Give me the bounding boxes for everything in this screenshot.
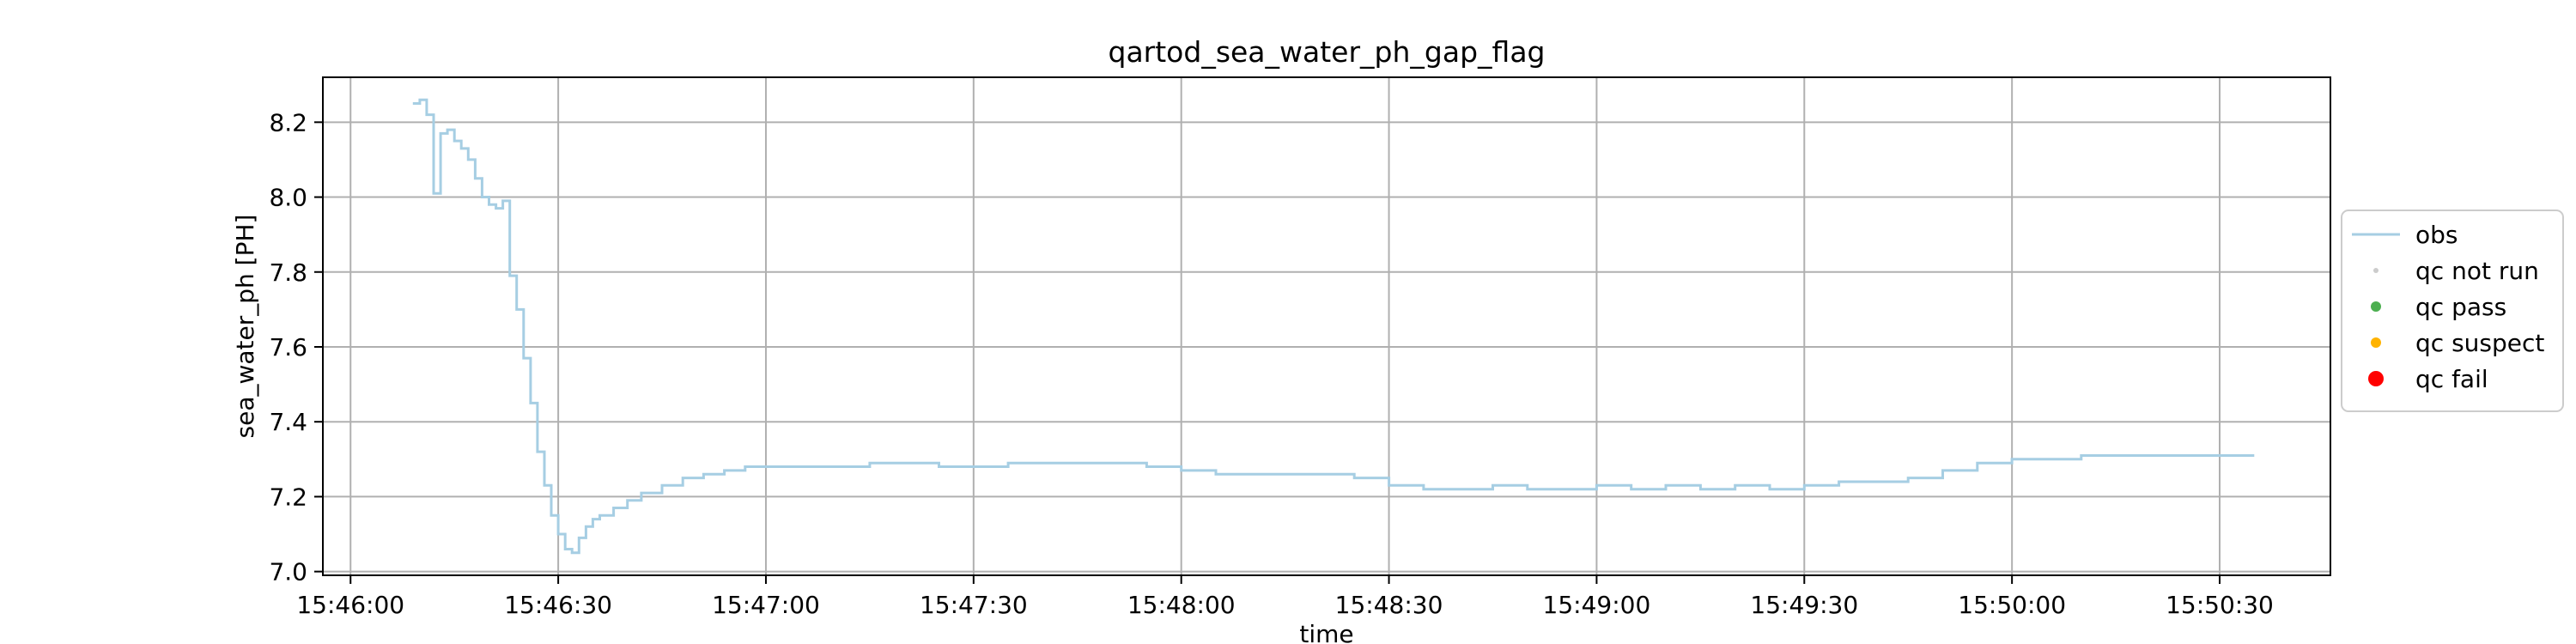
- x-tick-label: 15:47:00: [712, 591, 820, 619]
- grid-lines: [323, 77, 2330, 575]
- x-tick-label: 15:48:30: [1335, 591, 1443, 619]
- x-tick-label: 15:48:00: [1127, 591, 1236, 619]
- x-tick-label: 15:47:30: [920, 591, 1028, 619]
- y-tick-label: 7.8: [269, 258, 307, 287]
- y-tick-label: 8.2: [269, 108, 307, 137]
- x-tick-label: 15:50:30: [2166, 591, 2274, 619]
- chart-title: qartod_sea_water_ph_gap_flag: [1109, 35, 1546, 69]
- legend-swatch-dot: [2368, 371, 2384, 386]
- series-layer: [412, 98, 2255, 555]
- x-tick-label: 15:49:00: [1543, 591, 1651, 619]
- legend-label: qc pass: [2415, 293, 2506, 321]
- y-tick-label: 7.0: [269, 558, 307, 586]
- x-tick-label: 15:46:30: [504, 591, 612, 619]
- legend-label: qc fail: [2415, 365, 2488, 393]
- legend-swatch-dot: [2371, 301, 2381, 312]
- legend-swatch-dot: [2371, 337, 2381, 348]
- y-tick-label: 8.0: [269, 184, 307, 212]
- axis-ticks: 15:46:00 15:46:30 15:47:00 15:47:30 15:48:00…: [269, 108, 2273, 619]
- x-axis-title: time: [1299, 620, 1353, 644]
- y-tick-label: 7.2: [269, 483, 307, 511]
- x-tick-label: 15:49:30: [1750, 591, 1858, 619]
- y-axis-title: sea_water_ph [PH]: [231, 215, 259, 439]
- series-line-obs: [412, 98, 2255, 555]
- legend-swatch-dot: [2373, 268, 2379, 273]
- plot-frame: [322, 76, 2331, 576]
- legend-label: qc not run: [2415, 257, 2539, 285]
- legend-label: qc suspect: [2415, 329, 2544, 357]
- y-tick-label: 7.4: [269, 408, 307, 436]
- legend-label: obs: [2415, 221, 2458, 249]
- y-tick-label: 7.6: [269, 333, 307, 361]
- x-tick-label: 15:46:00: [296, 591, 404, 619]
- legend: obs qc not run qc pass qc suspect qc fail: [2341, 210, 2564, 412]
- legend-box: [2341, 210, 2564, 412]
- x-tick-label: 15:50:00: [1958, 591, 2066, 619]
